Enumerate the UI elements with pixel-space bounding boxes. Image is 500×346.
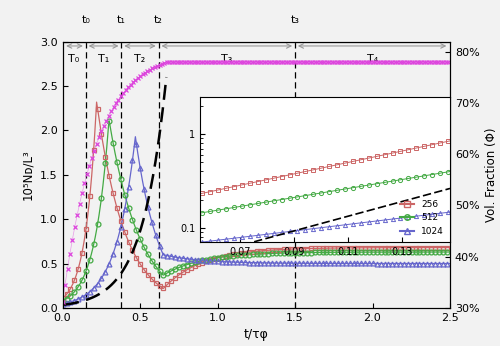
Text: T₁: T₁ [98,54,109,64]
Text: T₄: T₄ [367,54,378,64]
Text: t₁: t₁ [117,15,126,25]
X-axis label: t/τφ: t/τφ [244,328,268,342]
Y-axis label: Vol. Fraction (Φ): Vol. Fraction (Φ) [485,127,498,222]
Y-axis label: 10⁵Nᴅ/L³: 10⁵Nᴅ/L³ [22,149,35,200]
Text: T₃: T₃ [221,54,232,64]
Text: T₂: T₂ [134,54,145,64]
Text: T₀: T₀ [68,54,79,64]
Text: t₂: t₂ [154,15,163,25]
Text: t₀: t₀ [82,15,90,25]
Legend: 256, 512, 1024: 256, 512, 1024 [398,198,446,238]
Text: t₃: t₃ [290,15,300,25]
